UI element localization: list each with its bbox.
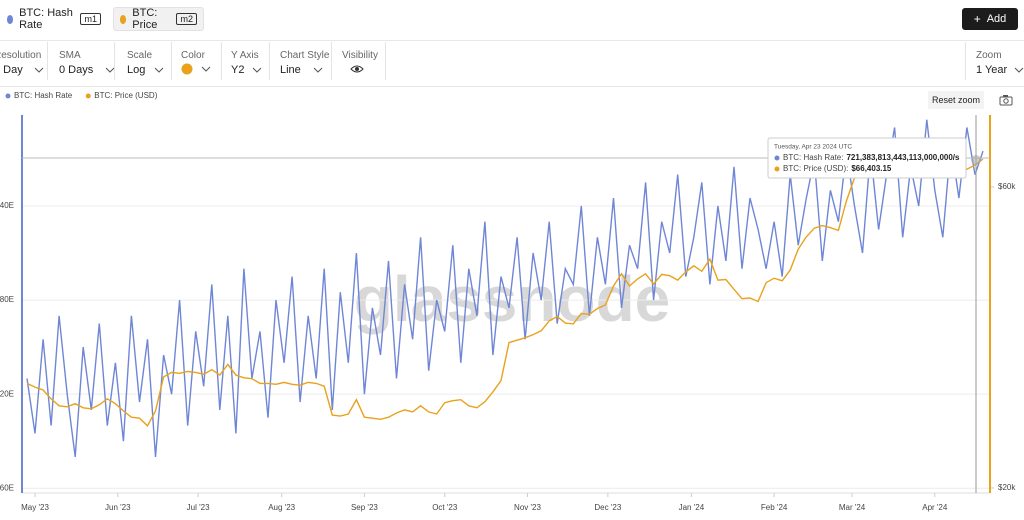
legend-dot: [5, 93, 11, 99]
toolbar-border: [0, 86, 1024, 87]
tooltip-box: [767, 137, 967, 179]
tab-label: BTC: Hash Rate: [19, 7, 73, 31]
control-label: Y Axis: [231, 50, 259, 61]
add-label: Add: [986, 13, 1007, 25]
eye-icon: [350, 65, 364, 73]
separator: [331, 42, 332, 80]
series-line: [26, 137, 984, 427]
add-button[interactable]: + Add: [962, 8, 1018, 30]
tooltip-dot: [774, 155, 780, 161]
control[interactable]: Chart Style Line: [280, 44, 330, 88]
color-swatch: [181, 63, 211, 75]
control-label: Chart Style: [280, 50, 330, 61]
x-tick-label: Dec '23: [594, 503, 621, 512]
control-label: SMA: [59, 50, 81, 61]
top-bar: [0, 0, 1024, 41]
y-tick-label: 540E: [0, 201, 14, 210]
tab-tag: m1: [80, 13, 101, 25]
y-tick-label: 420E: [0, 389, 14, 398]
tab-dot: [120, 14, 127, 24]
y2-tick-label: $20k: [998, 483, 1016, 492]
control-label: Visibility: [342, 50, 378, 61]
camera-icon[interactable]: [999, 94, 1013, 106]
x-tick-label: Aug '23: [268, 503, 295, 512]
hover-dot: [971, 155, 981, 165]
separator: [171, 42, 172, 80]
chevron: [1014, 67, 1024, 73]
x-tick-label: Feb '24: [761, 503, 788, 512]
control-value: 1 Day: [0, 64, 23, 76]
tab[interactable]: BTC: Price m2: [113, 7, 204, 31]
x-tick-label: Sep '23: [351, 503, 378, 512]
reset-zoom[interactable]: Reset zoom: [928, 91, 984, 109]
separator: [114, 42, 115, 80]
chevron: [34, 67, 43, 73]
y-tick-label: 480E: [0, 295, 14, 304]
x-tick-label: Jan '24: [679, 503, 705, 512]
control[interactable]: Visibility: [342, 44, 392, 88]
chevron: [252, 67, 261, 73]
y-tick-label: 360E: [0, 483, 14, 492]
chevron: [313, 67, 323, 73]
control-value: 0 Days: [59, 64, 94, 76]
tooltip-date: Tuesday, Apr 23 2024 UTC: [774, 144, 852, 151]
legend-dot: [85, 93, 91, 99]
tab[interactable]: BTC: Hash Rate m1: [0, 7, 108, 31]
x-tick-label: Jul '23: [187, 503, 210, 512]
legend-label: BTC: Hash Rate: [14, 91, 73, 100]
x-tick-label: Mar '24: [839, 503, 866, 512]
control-label: Color: [181, 50, 205, 61]
tooltip-dot: [774, 166, 780, 172]
chevron: [105, 67, 115, 73]
tooltip-label: BTC: Hash Rate:: [783, 153, 843, 162]
separator: [47, 42, 48, 80]
zoom-value: 1 Year: [976, 64, 1008, 76]
y2-tick-label: $60k: [998, 182, 1016, 191]
separator: [385, 42, 386, 80]
tab-label: BTC: Price: [132, 7, 158, 31]
x-tick-label: Apr '24: [922, 503, 948, 512]
legend-label: BTC: Price (USD): [94, 91, 157, 100]
control-value: Y2: [231, 64, 245, 76]
tooltip-label: BTC: Price (USD):: [783, 164, 848, 173]
control[interactable]: Y Axis Y2: [231, 44, 281, 88]
separator: [221, 42, 222, 80]
chevron: [154, 67, 164, 73]
x-tick-label: Oct '23: [432, 503, 458, 512]
control[interactable]: SMA 0 Days: [59, 44, 115, 88]
x-tick-label: Jun '23: [105, 503, 131, 512]
control-label: Scale: [127, 50, 153, 61]
control[interactable]: Scale Log: [127, 44, 177, 88]
reset-zoom-label: Reset zoom: [931, 95, 981, 105]
control-value: Line: [280, 64, 301, 76]
series-line: [26, 119, 984, 457]
tab-tag: m2: [176, 13, 197, 25]
tab-dot: [7, 14, 14, 24]
separator: [965, 42, 966, 80]
tooltip-value: 721,383,813,443,113,000,000/s: [846, 153, 960, 162]
separator: [269, 42, 270, 80]
control[interactable]: Resolution 1 Day: [0, 44, 44, 88]
control-value: Log: [127, 64, 146, 76]
control[interactable]: Color: [181, 44, 231, 88]
control-label: Resolution: [0, 50, 42, 61]
tooltip-value: $66,403.15: [851, 164, 892, 173]
x-tick-label: May '23: [21, 503, 49, 512]
zoom-label: Zoom: [976, 50, 1002, 61]
x-tick-label: Nov '23: [514, 503, 541, 512]
